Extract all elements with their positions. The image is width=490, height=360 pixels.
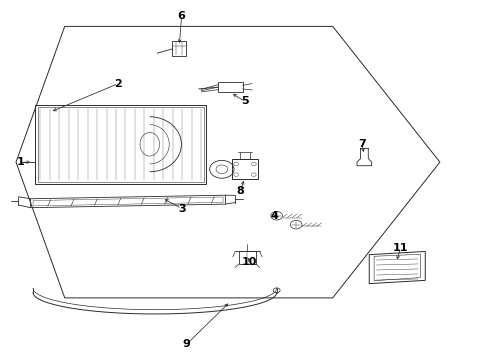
Text: 5: 5 bbox=[241, 96, 249, 107]
Text: 1: 1 bbox=[17, 157, 25, 167]
Bar bbox=[232, 159, 258, 179]
Bar bbox=[35, 105, 206, 184]
Text: 4: 4 bbox=[270, 211, 278, 221]
Text: 6: 6 bbox=[178, 11, 186, 21]
Text: 7: 7 bbox=[358, 139, 366, 149]
Text: 8: 8 bbox=[236, 186, 244, 196]
Bar bbox=[218, 82, 243, 92]
Bar bbox=[172, 41, 186, 56]
Text: 2: 2 bbox=[115, 78, 122, 89]
Text: 9: 9 bbox=[183, 339, 191, 349]
Text: 11: 11 bbox=[393, 243, 409, 253]
Text: 10: 10 bbox=[242, 257, 258, 267]
Text: 3: 3 bbox=[178, 203, 186, 213]
Bar bbox=[239, 251, 256, 264]
Bar bbox=[38, 107, 203, 182]
